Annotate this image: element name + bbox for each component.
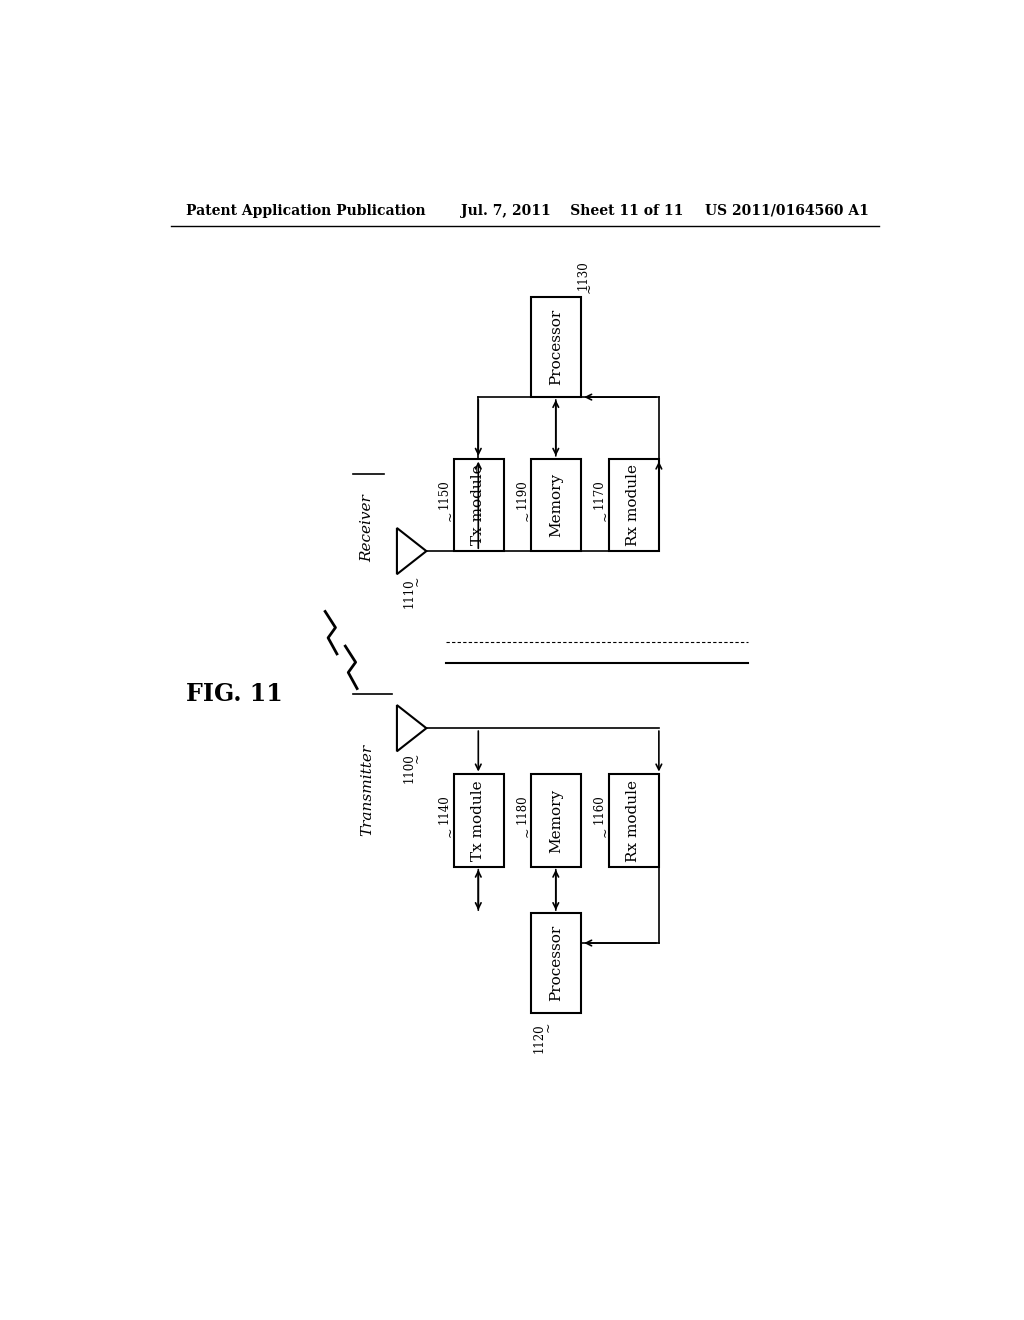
Text: ~: ~ [520, 511, 534, 521]
Text: US 2011/0164560 A1: US 2011/0164560 A1 [706, 203, 869, 218]
Text: Jul. 7, 2011    Sheet 11 of 11: Jul. 7, 2011 Sheet 11 of 11 [461, 203, 684, 218]
Text: ~: ~ [598, 826, 611, 837]
Text: Receiver: Receiver [360, 494, 375, 562]
Text: 1190: 1190 [515, 479, 528, 508]
Text: Tx module: Tx module [471, 780, 485, 861]
Text: 1100: 1100 [402, 754, 416, 783]
Text: 1110: 1110 [402, 578, 416, 609]
Bar [531, 913, 582, 1014]
Text: 1170: 1170 [593, 479, 606, 508]
Text: Memory: Memory [549, 788, 563, 853]
Text: 1150: 1150 [437, 479, 451, 508]
Text: 1180: 1180 [515, 795, 528, 824]
Polygon shape [397, 705, 426, 751]
Bar [454, 775, 504, 867]
Text: 1130: 1130 [577, 260, 590, 290]
Text: Rx module: Rx module [627, 780, 640, 862]
Text: 1120: 1120 [532, 1023, 545, 1052]
Bar [531, 297, 582, 397]
Bar [531, 459, 582, 552]
Bar [608, 459, 658, 552]
Text: ~: ~ [542, 1022, 555, 1032]
Text: Memory: Memory [549, 473, 563, 537]
Text: Transmitter: Transmitter [360, 743, 375, 836]
Text: ~: ~ [443, 511, 456, 521]
Text: Processor: Processor [549, 309, 563, 385]
Text: Rx module: Rx module [627, 463, 640, 546]
Bar [531, 775, 582, 867]
Bar [608, 775, 658, 867]
Text: 1140: 1140 [437, 795, 451, 825]
Bar [454, 459, 504, 552]
Text: ~: ~ [411, 576, 424, 586]
Text: ~: ~ [411, 752, 424, 763]
Text: Patent Application Publication: Patent Application Publication [186, 203, 426, 218]
Text: Processor: Processor [549, 925, 563, 1001]
Text: ~: ~ [443, 826, 456, 837]
Text: FIG. 11: FIG. 11 [186, 681, 283, 706]
Polygon shape [397, 528, 426, 574]
Text: 1160: 1160 [593, 795, 606, 825]
Text: ~: ~ [598, 511, 611, 521]
Text: Tx module: Tx module [471, 465, 485, 545]
Text: ~: ~ [520, 826, 534, 837]
Text: ~: ~ [583, 282, 596, 293]
